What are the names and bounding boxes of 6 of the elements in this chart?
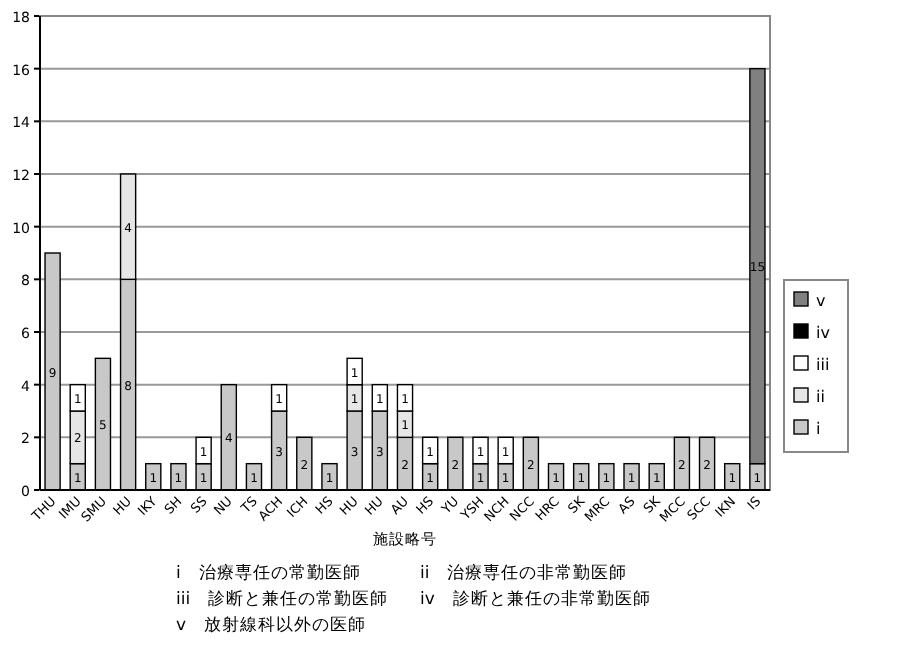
notes: i 治療専任の常勤医師 ii 治療専任の非常勤医師 iii 診断と兼任の常勤医師 iv 診断と兼任の非常勤医師 v 放射線科以外の医師 [176,564,651,636]
legend-label: iii [816,356,830,374]
legend-label: ii [816,388,825,406]
legend-label: v [816,292,826,310]
legend-label: iv [816,324,831,342]
legend-label: i [816,420,821,438]
